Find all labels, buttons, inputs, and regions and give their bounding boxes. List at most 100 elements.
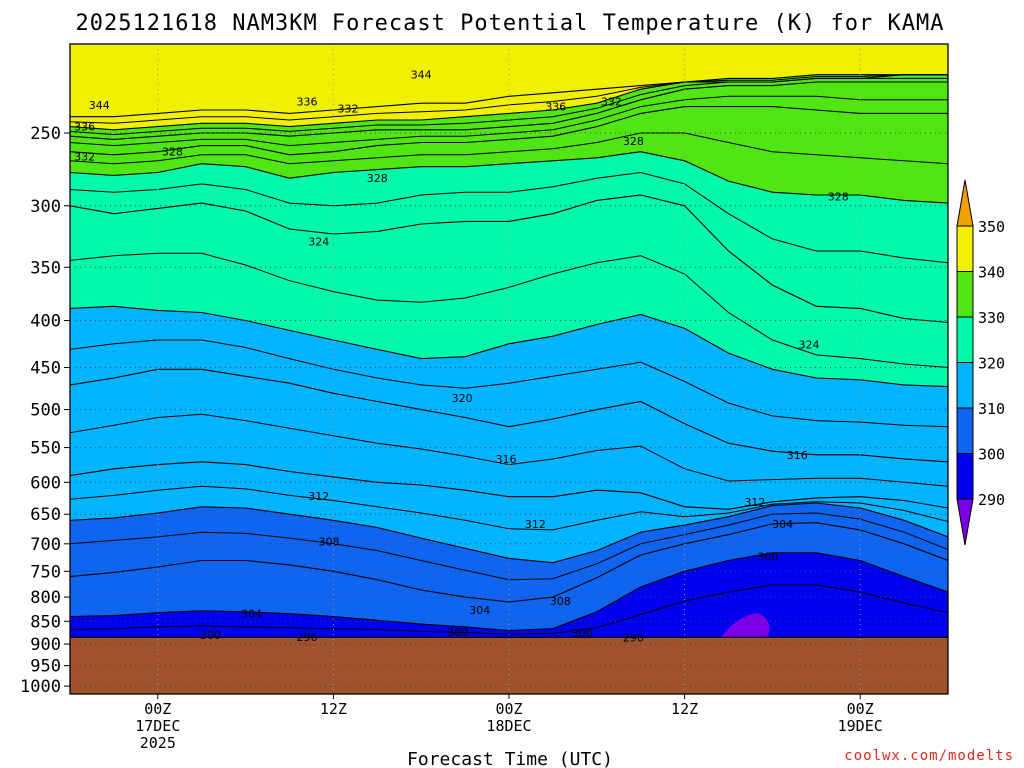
isotherm-318 [70,339,948,428]
contour-label: 300 [758,551,779,564]
y-tick-label: 750 [30,562,61,582]
contour-label: 304 [469,604,490,617]
isotherm-312 [70,461,948,510]
isotherm-324 [70,194,948,324]
y-tick-label: 850 [30,612,61,632]
contour-label: 332 [601,95,622,108]
y-tick-label: 650 [30,505,61,525]
contour-label: 312 [525,518,546,531]
x-tick-label: 17DEC [135,717,180,735]
x-axis-label: Forecast Time (UTC) [407,749,613,768]
colorbar-tick-label: 290 [978,491,1005,509]
contour-label: 320 [452,392,473,405]
ground-fill [70,637,948,694]
y-axis: 250 300 350 400 450 500 550 600 650 700 750 800 850 9… [20,124,70,697]
y-tick-label: 500 [30,401,61,421]
colorbar-tick-label: 320 [978,355,1005,373]
isotherm-300 [70,552,948,632]
colorbar-segment [956,362,974,409]
colorbar-tick-label: 340 [978,264,1005,282]
contour-label: 316 [496,453,517,466]
isotherm-340 [70,74,948,131]
contour-label: 344 [89,99,110,112]
colorbar-top-arrow [956,179,974,227]
cold-pocket-300 [649,576,948,638]
contour-label: 308 [550,595,571,608]
contour-label: 336 [545,101,566,114]
isotherm-330 [70,132,948,165]
y-tick-label: 300 [30,197,61,217]
isotherm-320 [70,305,948,388]
y-tick-label: 250 [30,124,61,144]
isotherm-322 [70,252,948,368]
contour-label: 328 [162,146,183,159]
isotherm-304 [70,522,948,603]
contour-label: 328 [828,190,849,203]
isotherm-316 [70,368,948,463]
isotherm-334 [70,95,948,147]
grid-lines [70,44,948,694]
contour-label: 300 [572,627,593,640]
contour-label: 300 [200,629,221,642]
y-tick-label: 950 [30,657,61,677]
y-tick-label: 400 [30,312,61,332]
x-tick-label: 19DEC [838,717,883,735]
contour-label: 308 [319,536,340,549]
cold-pocket-290 [721,613,770,638]
contour-label: 328 [367,172,388,185]
contour-label: 316 [787,449,808,462]
contour-label: 328 [623,135,644,148]
contour-label: 332 [338,102,359,115]
plot-area: 344 344 336 336 336 332 332 332 328 328 328 328 324 3… [69,43,949,695]
colorbar-segment [956,407,974,454]
x-tick-label: 00Z [495,700,522,718]
colorbar-tick-label: 350 [978,218,1005,236]
x-tick-label: 12Z [320,700,347,718]
contour-label: 312 [308,490,329,503]
y-tick-label: 900 [30,635,61,655]
contour-label: 304 [241,608,262,621]
x-tick-label: 18DEC [486,717,531,735]
y-tick-label: 550 [30,439,61,459]
x-tick-label: 2025 [140,734,176,752]
contour-label: 296 [297,631,318,644]
credit-text[interactable]: coolwx.com/modelts [844,748,1014,764]
colorbar-segment [956,316,974,363]
colorbar-tick-label: 330 [978,309,1005,327]
colorbar-tick-label: 310 [978,400,1005,418]
isotherm-308 [70,502,948,564]
contour-label: 324 [798,339,819,352]
terrain-mask [70,636,948,694]
y-tick-label: 600 [30,473,61,493]
colorbar-tick-label: 300 [978,446,1005,464]
colorbar-legend: 350 340 330 320 310 300 290 [956,179,1005,546]
isotherm-336 [70,81,948,140]
y-tick-label: 450 [30,359,61,379]
chart-title: 2025121618 NAM3KM Forecast Potential Tem… [76,11,945,36]
contour-label: 304 [772,518,793,531]
y-tick-label: 350 [30,258,61,278]
x-tick-label: 00Z [144,700,171,718]
contour-label: 336 [297,95,318,108]
band-348 [70,44,948,117]
contour-label: 300 [447,626,468,639]
colorbar-segment [956,453,974,500]
cold-air-pockets [649,576,948,638]
contour-label: 344 [411,69,432,82]
contour-label: 312 [744,496,765,509]
isotherm-326 [70,171,948,264]
contour-label: 324 [308,235,329,248]
colorbar-segment [956,271,974,318]
contour-label: 332 [74,150,95,163]
x-tick-label: 12Z [671,700,698,718]
y-tick-label: 1000 [20,677,61,697]
x-tick-label: 00Z [847,700,874,718]
isotherm-310 [70,485,948,531]
colorbar-bottom-arrow [956,498,974,546]
y-tick-label: 800 [30,588,61,608]
contour-label: 296 [623,631,644,644]
contour-label: 336 [74,121,95,134]
y-tick-label: 700 [30,535,61,555]
